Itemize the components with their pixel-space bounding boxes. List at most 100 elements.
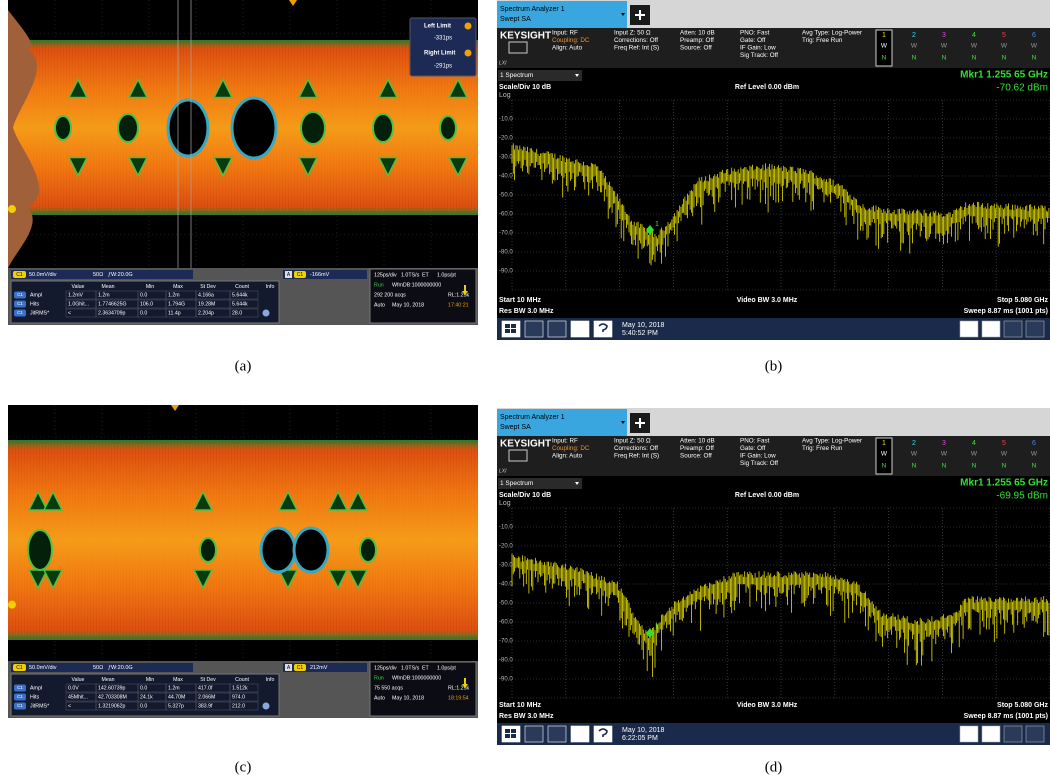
row-measure: Ampl	[30, 292, 42, 298]
y-tick-label: -70.0	[499, 639, 513, 645]
trace-detector: N	[942, 55, 947, 62]
acquisition-text: Run	[374, 282, 384, 288]
taskbar-button[interactable]	[548, 726, 566, 742]
setting-text: Input Z: 50 Ω	[614, 30, 651, 37]
taskbar-tool[interactable]	[1004, 321, 1022, 337]
y-tick-label: -80.0	[499, 250, 513, 256]
trace-number: 3	[942, 32, 946, 39]
trace-type: W	[881, 43, 888, 50]
info-icon	[263, 310, 270, 317]
table-cell-text: 5.327p	[168, 703, 184, 709]
trace-number: 1	[882, 32, 886, 39]
taskbar-button[interactable]	[525, 321, 543, 337]
video-bw-label: Video BW 3.0 MHz	[737, 702, 798, 709]
taskbar-tool[interactable]	[982, 726, 1000, 742]
table-cell-text: 0.0	[140, 292, 147, 298]
panel-caption: (c)	[235, 759, 252, 775]
acquisition-text: 1.0ps/pt	[437, 272, 456, 278]
setting-text: Gate: Off	[740, 37, 766, 44]
trigger-channel: C1	[297, 665, 304, 671]
trace-number: 6	[1032, 32, 1036, 39]
trace-number: 5	[1002, 440, 1006, 447]
marker-level: -70.62 dBm	[996, 83, 1048, 94]
y-tick-label: -60.0	[499, 212, 513, 218]
trace-type: W	[1031, 43, 1038, 50]
table-header: Min	[146, 677, 154, 683]
eye-opening	[168, 100, 208, 156]
tab-title: Spectrum Analyzer 1	[500, 414, 565, 421]
taskbar-tool[interactable]	[960, 321, 978, 337]
table-header: Value	[72, 284, 85, 290]
taskbar-tool[interactable]	[982, 321, 1000, 337]
taskbar-tool[interactable]	[1026, 321, 1044, 337]
table-header: Max	[173, 284, 183, 290]
taskbar-time: 6:22:05 PM	[622, 735, 658, 742]
table-cell-text: 1.2mV	[68, 292, 84, 298]
taskbar-button[interactable]	[525, 726, 543, 742]
setting-text: Input: RF	[552, 30, 578, 37]
setting-text: Avg Type: Log-Power	[802, 30, 862, 37]
row-measure: Hits	[30, 694, 39, 700]
limit-icon	[465, 50, 472, 57]
trace-type: W	[941, 43, 948, 50]
tab-title: Spectrum Analyzer 1	[500, 6, 565, 13]
y-tick-label: -30.0	[499, 155, 513, 161]
setting-text: Source: Off	[680, 45, 712, 52]
setting-text: Source: Off	[680, 453, 712, 460]
video-bw-label: Video BW 3.0 MHz	[737, 297, 798, 304]
trace-number: 3	[942, 440, 946, 447]
taskbar-tool[interactable]	[1026, 726, 1044, 742]
setting-text: IF Gain: Low	[740, 453, 776, 460]
setting-text: Atten: 10 dB	[680, 30, 715, 37]
trace-type: W	[1031, 451, 1038, 458]
table-cell-text: <	[68, 310, 71, 316]
trace-type: W	[911, 451, 918, 458]
setting-text: Coupling: DC	[552, 445, 590, 452]
eye-opening	[301, 112, 325, 144]
trace-type: W	[1001, 451, 1008, 458]
taskbar-time: 5:40:52 PM	[622, 330, 658, 337]
tab-subtitle: Swept SA	[500, 424, 531, 431]
page: {"figure": {"panels": [ {"caption": "(a)…	[0, 0, 1050, 782]
setting-text: IF Gain: Low	[740, 45, 776, 52]
trace-number: 4	[972, 440, 976, 447]
setting-text: Trig: Free Run	[802, 37, 843, 44]
trigger-level: 212mV	[310, 665, 328, 671]
trace-detector: N	[882, 463, 887, 470]
channel-impedance: 50Ω	[93, 272, 103, 278]
acquisition-text: WfmDB:1000000000	[392, 282, 441, 288]
setting-text: Input: RF	[552, 438, 578, 445]
table-cell-text: 142.60739p	[98, 685, 126, 691]
table-header: Max	[173, 677, 183, 683]
taskbar-tool[interactable]	[960, 726, 978, 742]
setting-text: Avg Type: Log-Power	[802, 438, 862, 445]
taskbar-button[interactable]	[548, 321, 566, 337]
table-cell-text: 4.166a	[198, 292, 214, 298]
channel-bandwidth: ƒW:20.0G	[108, 665, 133, 671]
table-cell-text: <	[68, 703, 71, 709]
acquisition-text: 75 550 acqs	[374, 685, 403, 691]
acquisition-text: May 10, 2018	[392, 695, 424, 701]
setting-text: Align: Auto	[552, 45, 583, 52]
acquisition-text: ET	[422, 272, 430, 278]
acquisition-text: 125ps/div	[374, 665, 397, 671]
taskbar-button[interactable]	[571, 726, 589, 742]
table-cell-text: 974.0	[232, 694, 245, 700]
marker-readout: Mkr1 1.255 65 GHz	[960, 478, 1048, 489]
panel-caption: (a)	[235, 358, 252, 374]
trace-number: 2	[912, 440, 916, 447]
trace-detector: N	[882, 55, 887, 62]
table-cell-text: 24.1k	[140, 694, 153, 700]
acquisition-text: 1.0TS/s	[401, 665, 420, 671]
table-header: Count	[235, 284, 249, 290]
marker-label: 1	[655, 624, 659, 631]
table-cell-text: 1.2m	[168, 292, 180, 298]
tab-subtitle: Swept SA	[500, 16, 531, 23]
trace-type: W	[971, 43, 978, 50]
taskbar-tool[interactable]	[1004, 726, 1022, 742]
taskbar-button[interactable]	[571, 321, 589, 337]
scale-label: Scale/Div 10 dB	[499, 84, 551, 91]
setting-text: Input Z: 50 Ω	[614, 438, 651, 445]
acquisition-text: 17:40:21	[448, 302, 469, 308]
